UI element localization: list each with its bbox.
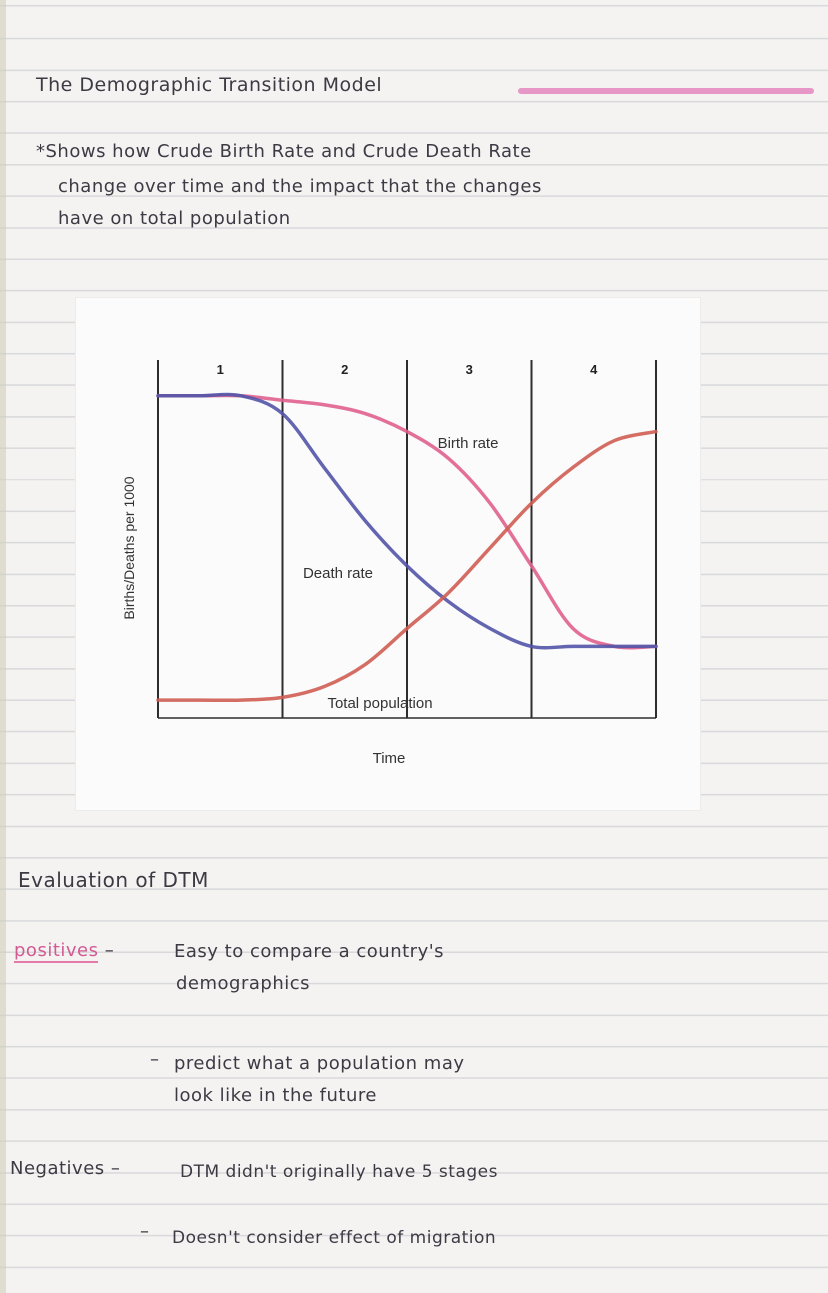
series-label-birth-rate: Birth rate <box>438 435 499 452</box>
stage-label-2: 2 <box>341 362 348 377</box>
positive-2-line-1: predict what a population may <box>174 1053 465 1074</box>
chart-xlabel: Time <box>373 750 406 767</box>
title-highlight <box>518 88 814 94</box>
page-title: The Demographic Transition Model <box>36 74 383 96</box>
total-population-line <box>156 429 658 703</box>
negative-1: DTM didn't originally have 5 stages <box>180 1162 498 1182</box>
stage-label-4: 4 <box>590 362 598 377</box>
positive-2-line-2: look like in the future <box>174 1085 377 1106</box>
intro-line-2: change over time and the impact that the… <box>58 176 542 197</box>
positives-label: positives <box>14 940 99 963</box>
dtm-chart: 1 2 3 4 Births/Deaths per 1000 Time Birth r… <box>121 360 658 767</box>
positive-1-line-1: Easy to compare a country's <box>174 941 445 962</box>
intro-line-3: have on total population <box>58 208 291 229</box>
series-label-death-rate: Death rate <box>303 565 373 582</box>
death-rate-line <box>156 392 658 650</box>
stage-label-1: 1 <box>217 362 224 377</box>
dtm-figure: 1 2 3 4 Births/Deaths per 1000 Time Birth r… <box>76 298 700 810</box>
stage-label-3: 3 <box>466 362 473 377</box>
intro-line-1: *Shows how Crude Birth Rate and Crude De… <box>36 141 532 162</box>
series-label-total-population: Total population <box>327 695 432 712</box>
chart-ylabel: Births/Deaths per 1000 <box>121 476 137 619</box>
evaluation-heading: Evaluation of DTM <box>18 868 209 892</box>
negative-2: Doesn't consider effect of migration <box>172 1228 497 1248</box>
positive-1-line-2: demographics <box>176 973 311 994</box>
margin-line <box>0 0 6 1293</box>
negatives-label: Negatives <box>10 1158 105 1179</box>
